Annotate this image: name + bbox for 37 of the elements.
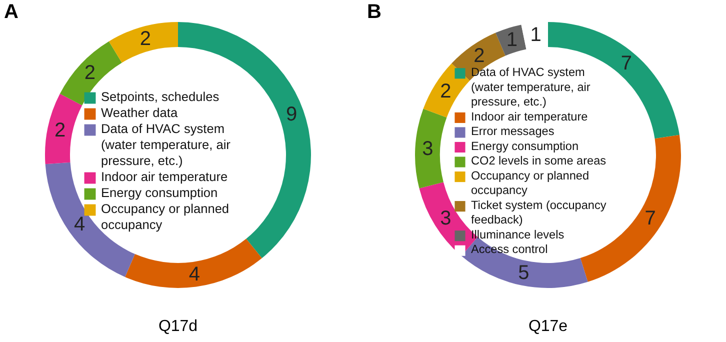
legend-label: Occupancy or planned occupancy [101, 201, 230, 232]
donut-slice [496, 24, 526, 56]
text: Q17e [528, 318, 568, 335]
donut-slice [415, 108, 447, 188]
donut-slice [108, 22, 178, 63]
data-label: 2 [474, 45, 485, 68]
data-label: 2 [140, 28, 152, 50]
data-label: 3 [422, 138, 434, 160]
text: Q17d [158, 318, 198, 335]
data-label: 5 [518, 262, 530, 284]
legend-label: Energy consumption [471, 138, 579, 153]
data-label: 2 [440, 80, 452, 102]
data-label: 1 [506, 29, 518, 52]
data-label: 4 [74, 213, 86, 236]
data-label: 7 [620, 52, 632, 75]
legend-label: Indoor air temperature [471, 109, 588, 124]
data-label: 2 [84, 62, 96, 84]
donut-slice [423, 63, 470, 118]
legend-label: Weather data [101, 105, 178, 120]
legend-label: Indoor air temperature [101, 169, 228, 184]
data-label: 4 [188, 263, 200, 286]
legend-label: Occupancy or planned occupancy [471, 168, 590, 198]
legend-label: CO2 levels in some areas [471, 154, 606, 168]
data-label: 1 [530, 24, 542, 46]
data-label: 7 [644, 208, 656, 230]
donut-slice [125, 238, 262, 288]
legend-label: Error messages [471, 124, 554, 138]
data-label: 2 [54, 119, 66, 142]
legend-label: Setpoints, schedules [101, 89, 220, 104]
data-label: 3 [440, 208, 452, 230]
legend-label: Data of HVAC system (water temperature, air pressure, etc.) [101, 121, 232, 168]
legend-label: Ticket system (occupancy feedback) [471, 198, 606, 227]
chart-title: B [367, 1, 382, 23]
data-label: 9 [286, 104, 298, 126]
legend-label: Energy consumption [101, 185, 218, 200]
chart-title: A [4, 1, 18, 23]
donut-slice [45, 94, 82, 164]
